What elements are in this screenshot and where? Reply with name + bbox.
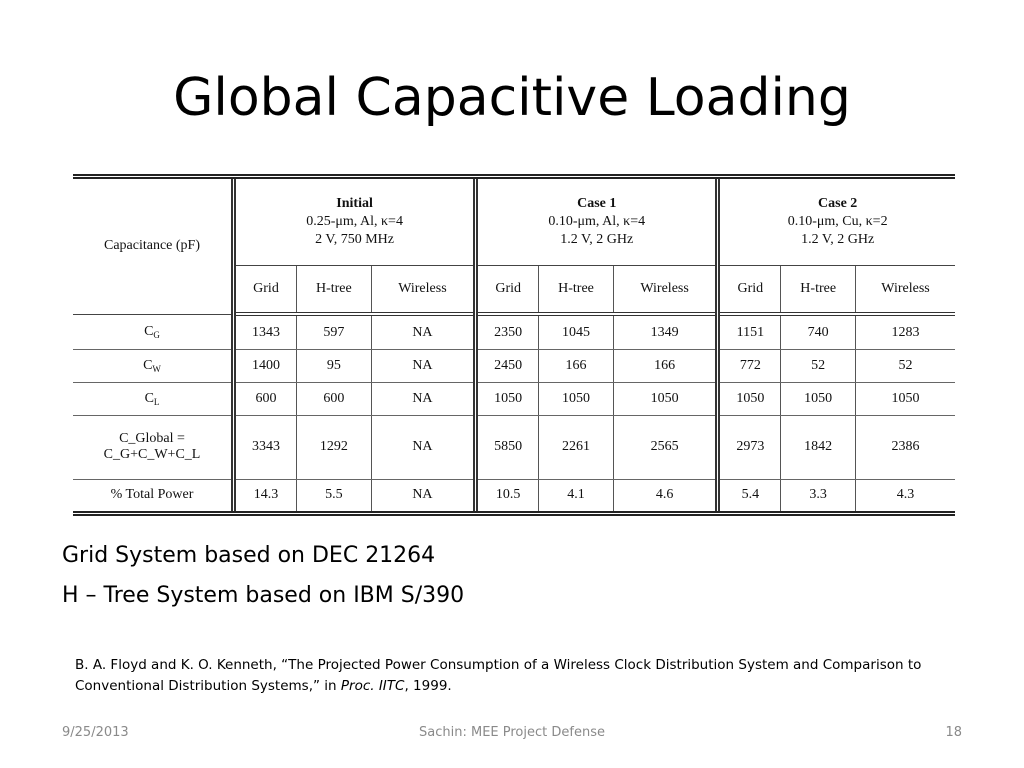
case-detail: 1.2 V, 2 GHz [560, 232, 634, 247]
table-cell: 3.3 [780, 479, 857, 511]
table-cell: 597 [296, 314, 372, 351]
row-label-cg: CG [73, 314, 236, 351]
row-label-sub: W [152, 364, 161, 375]
table-cell: 14.3 [233, 479, 297, 511]
subheader: H-tree [780, 265, 857, 316]
table-cell: 10.5 [475, 479, 540, 511]
table-cell: 4.1 [538, 479, 614, 511]
subheader: Grid [233, 265, 297, 316]
subheader: Grid [717, 265, 782, 316]
table-row: CG 1343 597 NA 2350 1045 1349 1151 740 1… [73, 314, 955, 351]
table-cell: 740 [780, 314, 857, 351]
subheader: H-tree [538, 265, 614, 316]
subheader: H-tree [296, 265, 372, 316]
citation: B. A. Floyd and K. O. Kenneth, “The Proj… [75, 655, 975, 697]
table-cell: 52 [855, 349, 955, 384]
table-row: C_Global = C_G+C_W+C_L 3343 1292 NA 5850… [73, 415, 955, 480]
subheader: Wireless [613, 265, 721, 316]
row-label-total-power: % Total Power [73, 479, 236, 511]
case-header-case2: Case 2 0.10-μm, Cu, κ=2 1.2 V, 2 GHz [717, 179, 955, 266]
note-line: H – Tree System based on IBM S/390 [62, 583, 465, 608]
table-cell: 2973 [717, 415, 782, 480]
case-name: Initial [336, 196, 373, 211]
table-cell: 1050 [780, 382, 857, 416]
table-cell: 1349 [613, 314, 721, 351]
slide-title: Global Capacitive Loading [173, 68, 851, 128]
case-detail: 0.25-μm, Al, κ=4 [306, 214, 403, 229]
citation-text: B. A. Floyd and K. O. Kenneth, “The Proj… [75, 657, 922, 694]
row-label-cl: CL [73, 382, 236, 416]
footer-page-number: 18 [945, 725, 962, 740]
table-cell: 166 [613, 349, 721, 384]
row-label-sub: G [153, 329, 160, 340]
subheader: Wireless [371, 265, 479, 316]
table-cell: 1050 [717, 382, 782, 416]
case-header-case1: Case 1 0.10-μm, Al, κ=4 1.2 V, 2 GHz [475, 179, 721, 266]
case-detail: 2 V, 750 MHz [315, 232, 394, 247]
footer-date: 9/25/2013 [62, 725, 129, 740]
table-cell: 2386 [855, 415, 955, 480]
table-cell: 166 [538, 349, 614, 384]
table-cell: 1151 [717, 314, 782, 351]
table-cell: 772 [717, 349, 782, 384]
row-label-cw: CW [73, 349, 236, 384]
footer-title: Sachin: MEE Project Defense [419, 725, 605, 740]
table-cell: 1283 [855, 314, 955, 351]
row-label-base: C [143, 358, 153, 374]
capacitance-table: Capacitance (pF) Initial 0.25-μm, Al, κ=… [73, 179, 955, 511]
table-cell: 1050 [538, 382, 614, 416]
subheader: Grid [475, 265, 540, 316]
row-label-base: C [144, 323, 154, 339]
table-cell: NA [371, 314, 479, 351]
table-cell: 1045 [538, 314, 614, 351]
note-line: Grid System based on DEC 21264 [62, 543, 436, 568]
case-name: Case 1 [577, 196, 617, 211]
case-header-initial: Initial 0.25-μm, Al, κ=4 2 V, 750 MHz [233, 179, 479, 266]
table-cell: 1292 [296, 415, 372, 480]
table-cell: 5.4 [717, 479, 782, 511]
table-cell: 1050 [613, 382, 721, 416]
citation-year: , 1999. [404, 678, 452, 694]
table-row: CL 600 600 NA 1050 1050 1050 1050 1050 1… [73, 382, 955, 416]
table-cell: NA [371, 349, 479, 384]
table-cell: 1050 [855, 382, 955, 416]
case-detail: 0.10-μm, Al, κ=4 [548, 214, 646, 229]
table-cell: 2350 [475, 314, 540, 351]
row-label-base: C [144, 390, 154, 406]
table-row: CW 1400 95 NA 2450 166 166 772 52 52 [73, 349, 955, 384]
table-cell: 1343 [233, 314, 297, 351]
slide-notes: Grid System based on DEC 21264 H – Tree … [62, 536, 464, 616]
case-detail: 0.10-μm, Cu, κ=2 [787, 214, 888, 229]
table-cell: 52 [780, 349, 857, 384]
table-cell: 5850 [475, 415, 540, 480]
table-cell: NA [371, 479, 479, 511]
row-label-sub: L [153, 396, 160, 407]
row-label-cglobal: C_Global = C_G+C_W+C_L [73, 415, 236, 480]
case-name: Case 2 [818, 196, 858, 211]
corner-label: Capacitance (pF) [73, 179, 236, 315]
subheader: Wireless [855, 265, 955, 316]
table-cell: 2261 [538, 415, 614, 480]
table-cell: NA [371, 415, 479, 480]
table-cell: 2565 [613, 415, 721, 480]
table-cell: 3343 [233, 415, 297, 480]
case-detail: 1.2 V, 2 GHz [801, 232, 875, 247]
table-cell: 95 [296, 349, 372, 384]
table-cell: 600 [233, 382, 297, 416]
table-cell: 2450 [475, 349, 540, 384]
table-cell: 1400 [233, 349, 297, 384]
table-cell: 1842 [780, 415, 857, 480]
table-cell: 5.5 [296, 479, 372, 511]
table-cell: NA [371, 382, 479, 416]
table-row: % Total Power 14.3 5.5 NA 10.5 4.1 4.6 5… [73, 479, 955, 511]
table-cell: 1050 [475, 382, 540, 416]
citation-venue: Proc. IITC [340, 678, 405, 694]
table-cell: 4.6 [613, 479, 721, 511]
table-cell: 4.3 [896, 487, 915, 503]
table-cell: 600 [296, 382, 372, 416]
capacitance-table-frame: Capacitance (pF) Initial 0.25-μm, Al, κ=… [73, 174, 955, 516]
